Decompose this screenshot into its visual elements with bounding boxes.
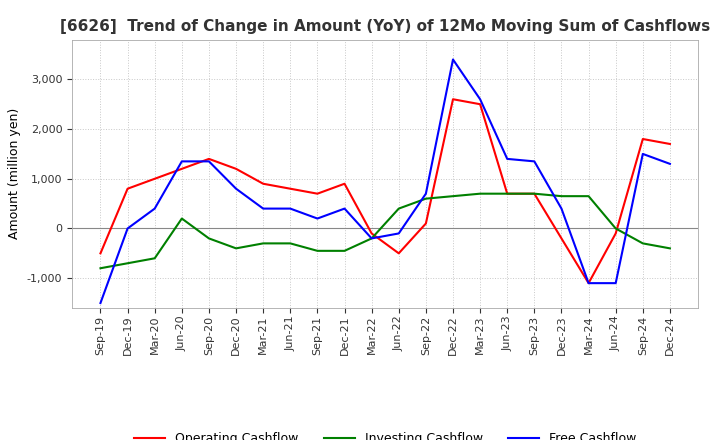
Operating Cashflow bbox=[665, 141, 674, 147]
Line: Investing Cashflow: Investing Cashflow bbox=[101, 194, 670, 268]
Investing Cashflow bbox=[395, 206, 403, 211]
Investing Cashflow bbox=[476, 191, 485, 196]
Free Cashflow bbox=[476, 97, 485, 102]
Investing Cashflow bbox=[341, 248, 349, 253]
Free Cashflow bbox=[367, 236, 376, 241]
Free Cashflow bbox=[584, 281, 593, 286]
Free Cashflow bbox=[313, 216, 322, 221]
Free Cashflow bbox=[421, 191, 430, 196]
Free Cashflow bbox=[232, 186, 240, 191]
Investing Cashflow bbox=[530, 191, 539, 196]
Free Cashflow bbox=[503, 156, 511, 161]
Investing Cashflow bbox=[150, 256, 159, 261]
Operating Cashflow bbox=[557, 236, 566, 241]
Investing Cashflow bbox=[665, 246, 674, 251]
Investing Cashflow bbox=[204, 236, 213, 241]
Free Cashflow bbox=[96, 301, 105, 306]
Investing Cashflow bbox=[367, 236, 376, 241]
Operating Cashflow bbox=[286, 186, 294, 191]
Investing Cashflow bbox=[449, 194, 457, 199]
Line: Operating Cashflow: Operating Cashflow bbox=[101, 99, 670, 283]
Y-axis label: Amount (million yen): Amount (million yen) bbox=[8, 108, 21, 239]
Investing Cashflow bbox=[503, 191, 511, 196]
Operating Cashflow bbox=[123, 186, 132, 191]
Operating Cashflow bbox=[639, 136, 647, 142]
Free Cashflow bbox=[395, 231, 403, 236]
Investing Cashflow bbox=[421, 196, 430, 201]
Investing Cashflow bbox=[639, 241, 647, 246]
Free Cashflow bbox=[530, 159, 539, 164]
Operating Cashflow bbox=[96, 251, 105, 256]
Free Cashflow bbox=[665, 161, 674, 166]
Investing Cashflow bbox=[286, 241, 294, 246]
Investing Cashflow bbox=[232, 246, 240, 251]
Free Cashflow bbox=[557, 206, 566, 211]
Title: [6626]  Trend of Change in Amount (YoY) of 12Mo Moving Sum of Cashflows: [6626] Trend of Change in Amount (YoY) o… bbox=[60, 19, 711, 34]
Line: Free Cashflow: Free Cashflow bbox=[101, 59, 670, 303]
Operating Cashflow bbox=[584, 281, 593, 286]
Free Cashflow bbox=[259, 206, 268, 211]
Free Cashflow bbox=[449, 57, 457, 62]
Investing Cashflow bbox=[313, 248, 322, 253]
Operating Cashflow bbox=[150, 176, 159, 181]
Free Cashflow bbox=[178, 159, 186, 164]
Investing Cashflow bbox=[557, 194, 566, 199]
Free Cashflow bbox=[286, 206, 294, 211]
Operating Cashflow bbox=[449, 97, 457, 102]
Operating Cashflow bbox=[611, 231, 620, 236]
Operating Cashflow bbox=[421, 221, 430, 226]
Operating Cashflow bbox=[259, 181, 268, 187]
Operating Cashflow bbox=[530, 191, 539, 196]
Free Cashflow bbox=[639, 151, 647, 157]
Operating Cashflow bbox=[178, 166, 186, 172]
Free Cashflow bbox=[123, 226, 132, 231]
Legend: Operating Cashflow, Investing Cashflow, Free Cashflow: Operating Cashflow, Investing Cashflow, … bbox=[129, 427, 642, 440]
Operating Cashflow bbox=[367, 231, 376, 236]
Operating Cashflow bbox=[341, 181, 349, 187]
Operating Cashflow bbox=[313, 191, 322, 196]
Free Cashflow bbox=[150, 206, 159, 211]
Free Cashflow bbox=[611, 281, 620, 286]
Investing Cashflow bbox=[611, 226, 620, 231]
Investing Cashflow bbox=[259, 241, 268, 246]
Operating Cashflow bbox=[503, 191, 511, 196]
Operating Cashflow bbox=[476, 102, 485, 107]
Free Cashflow bbox=[341, 206, 349, 211]
Investing Cashflow bbox=[584, 194, 593, 199]
Investing Cashflow bbox=[96, 266, 105, 271]
Free Cashflow bbox=[204, 159, 213, 164]
Operating Cashflow bbox=[232, 166, 240, 172]
Operating Cashflow bbox=[204, 156, 213, 161]
Investing Cashflow bbox=[178, 216, 186, 221]
Operating Cashflow bbox=[395, 251, 403, 256]
Investing Cashflow bbox=[123, 260, 132, 266]
